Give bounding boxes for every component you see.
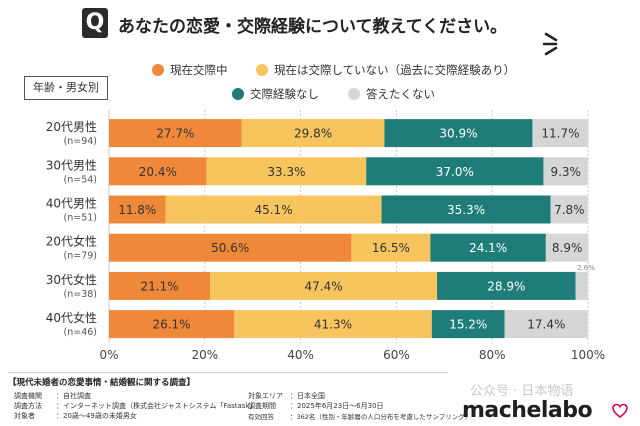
category-label: 30代女性	[46, 272, 97, 287]
data-label: 11.8%	[118, 203, 156, 217]
bar-segment	[532, 119, 589, 148]
legend-label: 答えたくない	[366, 87, 435, 101]
x-tick-label: 100%	[571, 348, 605, 362]
data-label: 16.5%	[372, 241, 410, 255]
bar-segment	[543, 157, 588, 186]
legend: 現在交際中 現在は交際していない（過去に交際経験あり） 交際経験なし 答えたくな…	[0, 62, 640, 102]
legend-swatch	[152, 64, 164, 76]
data-label: 7.8%	[554, 203, 585, 217]
category-label: 20代男性	[46, 120, 97, 134]
data-label: 28.9%	[487, 279, 525, 293]
bar-segment	[504, 310, 588, 339]
bar-segment	[545, 233, 589, 262]
meta-row: 対象エリア ：日本全国	[248, 392, 325, 400]
data-label: 20.4%	[139, 165, 177, 179]
category-n-label: (n=79)	[64, 251, 97, 262]
q-badge: Q	[82, 8, 108, 38]
data-label: 37.0%	[436, 165, 474, 179]
legend-swatch	[232, 88, 244, 100]
legend-item-none: 交際経験なし	[232, 86, 319, 102]
bar-segment	[206, 157, 367, 186]
bar-segment	[210, 271, 438, 300]
bar-segment	[430, 233, 546, 262]
category-n-label: (n=54)	[64, 174, 97, 185]
meta-row: 調査機関 ：自社調査	[14, 392, 91, 400]
chart-title: あなたの恋愛・交際経験について教えてください。	[118, 17, 508, 37]
bar-segment	[109, 119, 242, 148]
data-label: 50.6%	[211, 241, 249, 255]
bar-segment	[575, 271, 588, 300]
bar-segment	[109, 195, 166, 224]
category-label: 30代男性	[46, 158, 97, 172]
data-label: 30.9%	[439, 127, 477, 141]
data-label: 15.2%	[449, 318, 487, 332]
x-tick-label: 20%	[191, 348, 218, 362]
category-n-label: (n=38)	[64, 289, 97, 300]
data-label: 17.4%	[527, 318, 565, 332]
meta-row: 調査期間 ：2025年6月23日〜6月30日	[248, 402, 384, 410]
meta-row: 有効回答 ：362名（性別・年齢層の人口分布を考慮したサンプリング）	[248, 413, 472, 421]
data-label: 21.1%	[140, 279, 178, 293]
bar-segment	[165, 195, 382, 224]
category-n-label: (n=46)	[64, 327, 97, 338]
brand-logo: machelabo	[462, 398, 593, 423]
data-label: 47.4%	[305, 279, 343, 293]
meta-row: 調査方法 ：インターネット調査（株式会社ジャストシステム「Fastask」	[14, 402, 257, 410]
legend-item-past: 現在は交際していない（過去に交際経験あり）	[256, 62, 515, 78]
bar-segment	[366, 157, 544, 186]
data-label: 41.3%	[314, 318, 352, 332]
data-label: 2.6%	[577, 264, 595, 272]
category-n-label: (n=94)	[64, 136, 97, 147]
bar-segment	[109, 233, 352, 262]
category-label: 40代女性	[46, 310, 97, 325]
bar-segment	[437, 271, 576, 300]
category-label: 20代女性	[46, 234, 97, 249]
legend-label: 現在交際中	[170, 63, 228, 77]
data-label: 9.3%	[550, 165, 581, 179]
bar-segment	[109, 310, 235, 339]
bar-segment	[241, 119, 385, 148]
data-label: 24.1%	[469, 241, 507, 255]
legend-label: 交際経験なし	[250, 87, 319, 101]
x-tick-label: 0%	[99, 348, 118, 362]
group-label: 年齢・男女別	[24, 76, 108, 100]
data-label: 8.9%	[552, 241, 583, 255]
legend-swatch	[348, 88, 360, 100]
x-tick-label: 80%	[479, 348, 506, 362]
x-tick-label: 60%	[383, 348, 410, 362]
category-label: 40代男性	[46, 197, 97, 211]
bar-segment	[234, 310, 432, 339]
x-tick-label: 40%	[287, 348, 314, 362]
bar-segment	[381, 195, 551, 224]
watermark: 公众号 · 日本物语	[470, 384, 574, 399]
category-n-label: (n=51)	[64, 213, 97, 224]
heart-icon	[612, 403, 628, 419]
footer-divider	[8, 372, 448, 373]
footer-title: 【現代未婚者の恋愛事情・結婚観に関する調査】	[8, 378, 196, 388]
meta-row: 対象者 ：20歳〜49歳の未婚男女	[14, 412, 137, 420]
legend-swatch	[256, 64, 268, 76]
legend-label: 現在は交際していない（過去に交際経験あり）	[274, 63, 516, 77]
data-label: 27.7%	[156, 127, 194, 141]
data-label: 33.3%	[267, 165, 305, 179]
data-label: 11.7%	[541, 127, 579, 141]
data-label: 26.1%	[152, 318, 190, 332]
bar-segment	[109, 157, 207, 186]
data-label: 35.3%	[447, 203, 485, 217]
bar-segment	[109, 271, 211, 300]
legend-item-noanswer: 答えたくない	[348, 86, 435, 102]
bar-segment	[351, 233, 431, 262]
sparkle-icon	[542, 32, 558, 56]
legend-item-dating: 現在交際中	[152, 62, 228, 78]
bar-segment	[384, 119, 533, 148]
bar-segment	[431, 310, 505, 339]
data-label: 29.8%	[294, 127, 332, 141]
data-label: 45.1%	[254, 203, 292, 217]
bar-segment	[550, 195, 588, 224]
